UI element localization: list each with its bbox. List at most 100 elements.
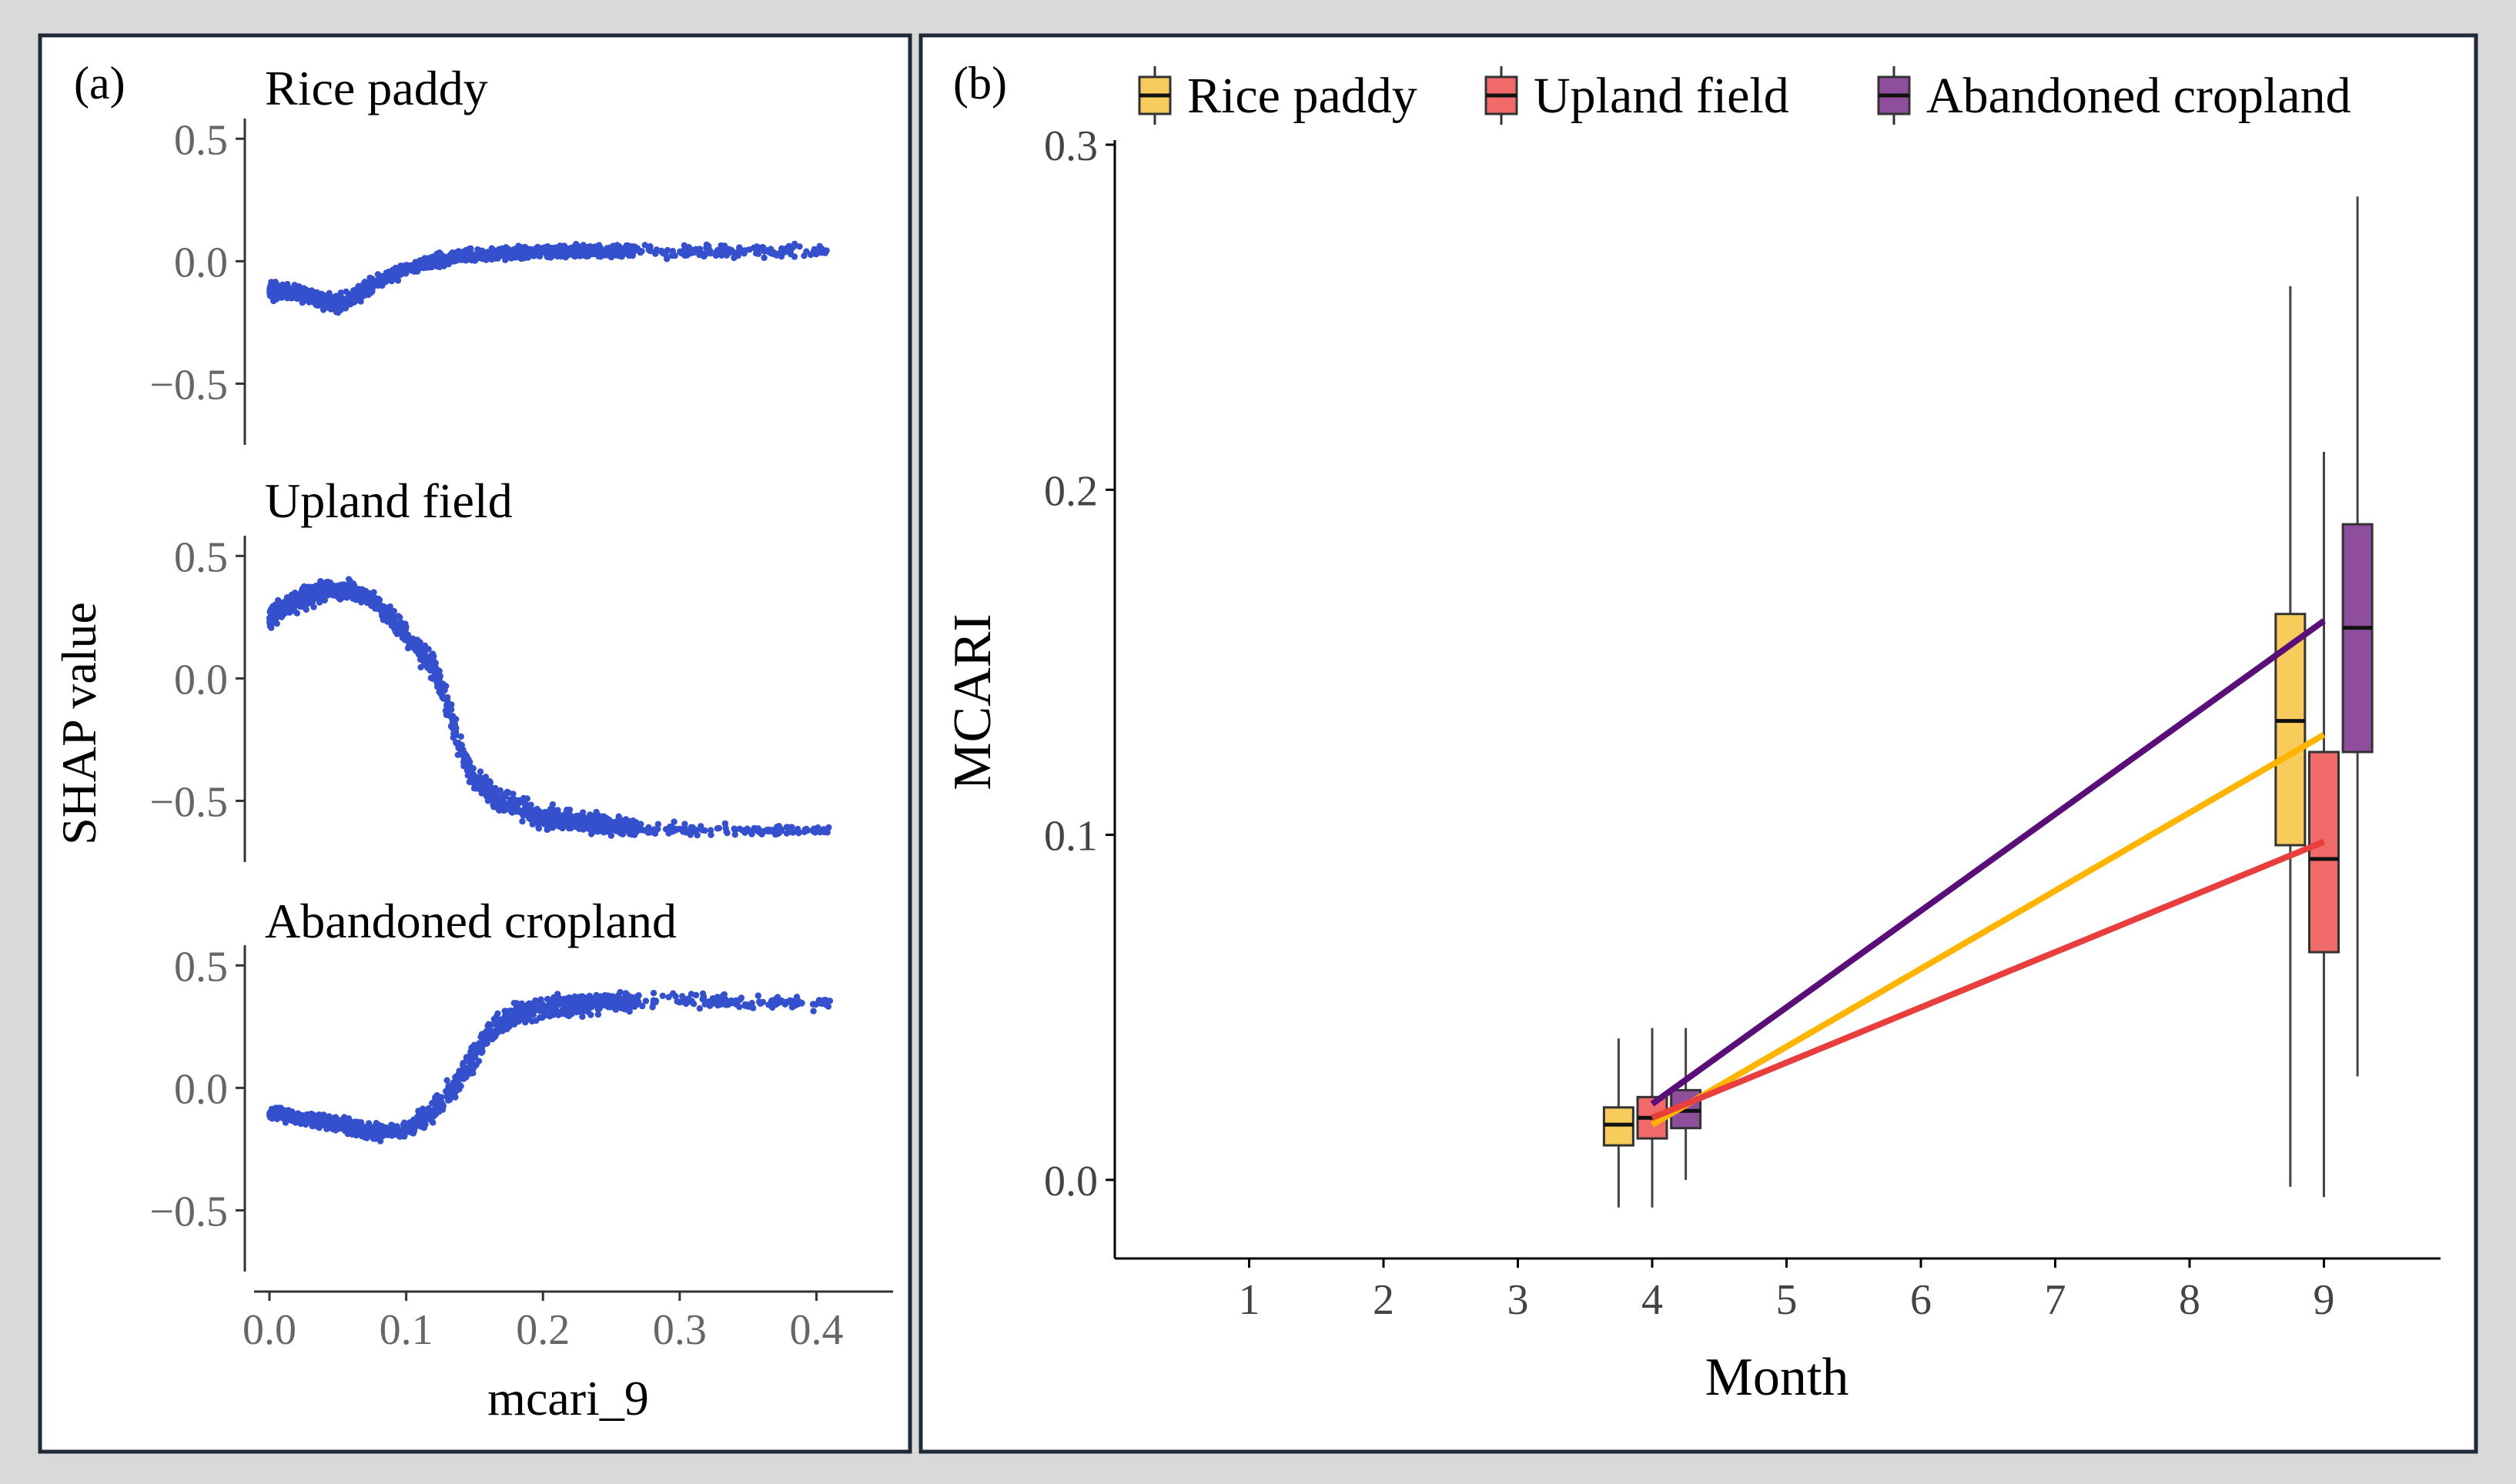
data-point [691, 249, 698, 256]
data-point [524, 795, 530, 802]
data-point [435, 1108, 442, 1115]
data-point [536, 813, 543, 821]
data-point [419, 1105, 427, 1112]
data-point [524, 251, 531, 258]
data-point [495, 1025, 503, 1032]
data-point [281, 284, 288, 291]
data-point [470, 251, 477, 259]
data-point [810, 1008, 817, 1014]
data-point [363, 591, 370, 599]
subplot-rice-paddy: Rice paddy 0.5 0.0 −0.5 [149, 61, 830, 445]
data-point [654, 821, 662, 827]
data-point [354, 594, 362, 601]
scatter-points [266, 576, 832, 839]
data-point [471, 1054, 478, 1061]
data-point [450, 726, 457, 733]
data-point [499, 794, 506, 801]
data-point [420, 650, 427, 657]
legend-item-rice-paddy: Rice paddy [1138, 66, 1417, 125]
data-point [477, 768, 484, 775]
data-point [522, 1008, 529, 1016]
data-point [486, 777, 493, 785]
subplot-title: Upland field [265, 473, 513, 528]
panel-a-x-axis: 0.0 0.1 0.2 0.3 0.4 [243, 1290, 893, 1354]
data-point [581, 824, 588, 831]
data-point [561, 820, 569, 827]
data-point [457, 733, 464, 740]
data-point [651, 830, 659, 837]
data-point [787, 250, 795, 258]
data-point [454, 751, 461, 758]
data-point [299, 299, 306, 306]
data-point [460, 1064, 467, 1071]
data-point [471, 1063, 478, 1070]
data-point [268, 614, 275, 621]
data-point [396, 623, 404, 630]
data-point [283, 594, 291, 601]
data-point [323, 299, 330, 306]
data-point [665, 830, 672, 837]
data-point [423, 263, 430, 271]
data-point [756, 998, 763, 1005]
data-point [703, 1000, 710, 1008]
subplot-title: Abandoned cropland [265, 894, 677, 948]
data-point [379, 607, 386, 615]
data-point [344, 298, 351, 306]
data-point [596, 819, 603, 826]
data-point [490, 1015, 497, 1023]
data-point [413, 637, 421, 644]
data-point [483, 1029, 490, 1037]
x-axis-title: Month [1705, 1348, 1849, 1407]
y-tick-label: −0.5 [149, 1188, 228, 1235]
data-point [317, 578, 324, 585]
data-point [744, 1003, 751, 1010]
data-point [718, 252, 725, 259]
data-point [547, 1001, 554, 1008]
data-point [453, 731, 460, 739]
data-point [769, 827, 776, 834]
data-point [299, 1112, 306, 1119]
data-point [554, 1009, 560, 1016]
data-point [475, 1058, 483, 1065]
data-point [482, 774, 490, 780]
data-point [752, 250, 760, 257]
data-point [801, 826, 808, 834]
panel-b-label: (b) [953, 58, 1007, 109]
data-point [391, 625, 398, 633]
data-point [530, 999, 538, 1007]
data-point [594, 1011, 602, 1018]
data-point [642, 998, 650, 1004]
data-point [377, 272, 384, 279]
data-point [657, 248, 665, 255]
data-point [351, 1122, 358, 1130]
data-point [413, 647, 420, 655]
data-point [678, 250, 685, 257]
data-point [821, 249, 829, 256]
data-point [492, 789, 499, 796]
data-point [433, 259, 440, 266]
data-point [445, 1097, 452, 1104]
data-point [574, 817, 581, 824]
data-point [359, 290, 366, 297]
data-point [761, 248, 768, 255]
data-point [422, 1114, 429, 1121]
data-point [699, 995, 706, 1003]
data-point [489, 1035, 496, 1043]
data-point [681, 996, 688, 1004]
data-point [731, 254, 738, 262]
data-point [811, 829, 818, 836]
data-point [425, 646, 432, 653]
data-point [631, 824, 639, 831]
data-point [437, 1094, 445, 1101]
panel-a-xlabel: mcari_9 [487, 1371, 649, 1426]
data-point [478, 1041, 485, 1048]
data-point [587, 244, 594, 251]
data-point [568, 1003, 575, 1011]
data-point [455, 1075, 462, 1081]
data-point [699, 990, 707, 998]
data-point [432, 1099, 439, 1106]
y-tick-label: 0.5 [174, 533, 228, 581]
data-point [791, 240, 798, 248]
data-point [443, 1077, 450, 1084]
data-point [352, 298, 359, 305]
